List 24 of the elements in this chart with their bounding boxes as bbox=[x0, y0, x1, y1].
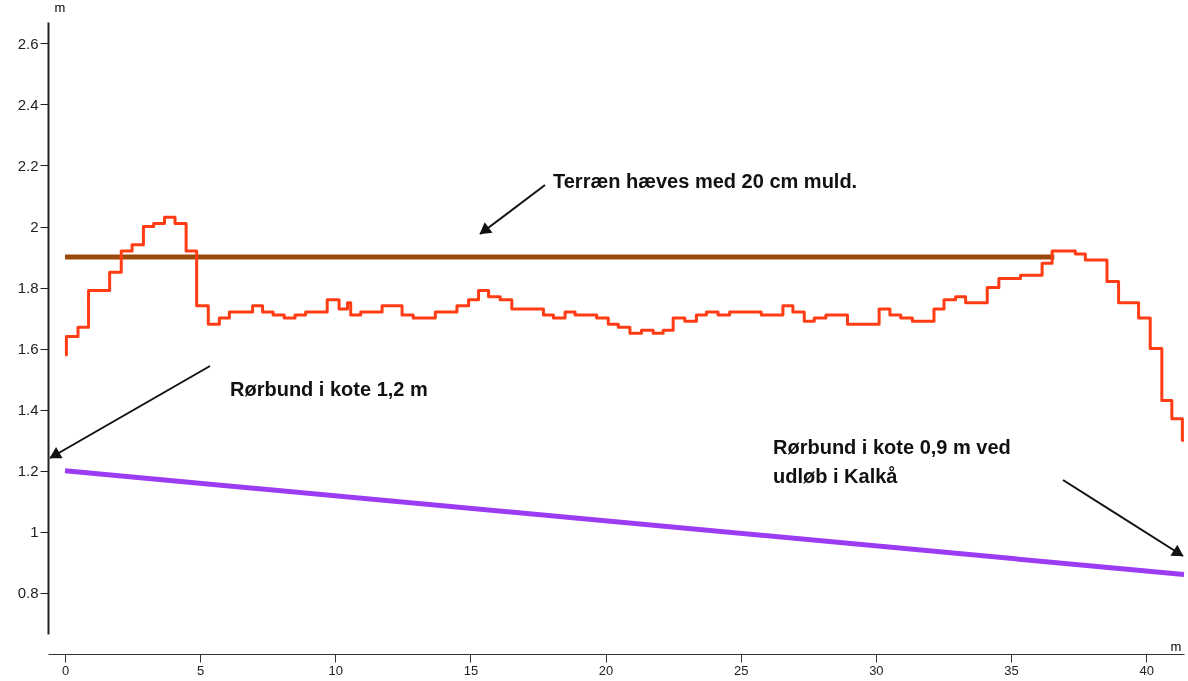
x-tick-label: 40 bbox=[1139, 662, 1154, 678]
x-tick-label: 25 bbox=[734, 662, 749, 678]
x-tick-label: 20 bbox=[598, 662, 614, 678]
x-tick-label: 0 bbox=[61, 662, 70, 678]
y-tick-label: 2.4 bbox=[17, 95, 39, 113]
y-axis-title: m bbox=[54, 0, 66, 15]
y-tick-label: 2.6 bbox=[17, 34, 39, 52]
x-tick-label: 10 bbox=[328, 662, 344, 678]
y-tick-label: 1 bbox=[30, 523, 39, 541]
y-tick-label: 1.2 bbox=[17, 462, 39, 480]
annotation: Terræn hæves med 20 cm muld. bbox=[553, 170, 858, 192]
x-tick-label: 30 bbox=[869, 662, 884, 678]
x-axis-title: m bbox=[1170, 638, 1182, 654]
y-tick-label: 1.4 bbox=[17, 401, 39, 419]
annotation: Rørbund i kote 1,2 m bbox=[230, 378, 428, 400]
x-tick-label: 5 bbox=[197, 662, 205, 678]
x-tick-label: 35 bbox=[1004, 662, 1019, 678]
y-tick-label: 0.8 bbox=[17, 584, 39, 602]
y-tick-label: 1.8 bbox=[17, 279, 39, 297]
y-tick-label: 2.2 bbox=[17, 156, 39, 174]
x-tick-label: 15 bbox=[463, 662, 479, 678]
annotation: Rørbund i kote 0,9 m ved udløb i Kalkå bbox=[773, 436, 1011, 487]
y-tick-label: 2 bbox=[30, 218, 39, 236]
y-tick-label: 1.6 bbox=[17, 340, 39, 358]
